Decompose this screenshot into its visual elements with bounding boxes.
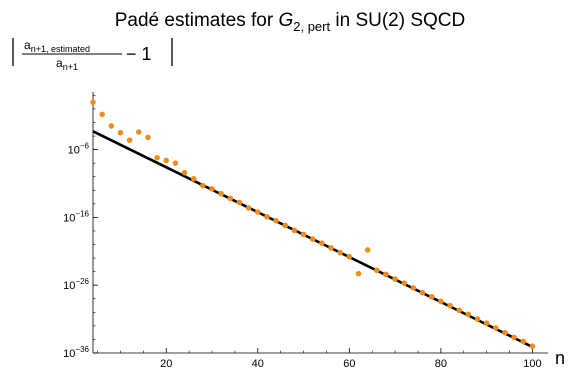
data-point xyxy=(209,186,215,192)
data-point xyxy=(218,190,224,197)
pade-estimate-points xyxy=(90,99,536,350)
x-minor-ticks xyxy=(97,350,510,353)
y-axis-label: an+1, estimated an+1 − 1 xyxy=(12,38,173,72)
data-point xyxy=(163,157,170,164)
data-point xyxy=(410,285,417,291)
x-tick-label: 60 xyxy=(343,358,355,370)
data-point xyxy=(428,293,435,300)
x-tick-label: 80 xyxy=(435,358,447,370)
chart-title: Padé estimates for G2, pert in SU(2) SQC… xyxy=(115,10,465,34)
data-point xyxy=(419,289,426,296)
data-point xyxy=(328,245,334,251)
data-point xyxy=(181,169,188,176)
data-point xyxy=(319,240,325,246)
data-point xyxy=(172,160,179,166)
data-point xyxy=(108,123,115,129)
data-point xyxy=(273,218,279,224)
title-suffix: in SU(2) SQCD xyxy=(330,10,465,31)
y-ticks: 10−6 10−16 10−26 10−36 xyxy=(63,142,98,360)
data-point xyxy=(447,302,453,309)
x-tick-label: 40 xyxy=(252,358,264,370)
data-point xyxy=(254,209,261,215)
y-tick-label: 10−16 xyxy=(63,209,89,224)
x-tick-label: 20 xyxy=(160,358,172,370)
data-point xyxy=(264,213,270,220)
data-point xyxy=(511,334,517,341)
title-symbol: G xyxy=(278,10,293,31)
data-point xyxy=(483,320,490,326)
data-point xyxy=(502,329,508,336)
data-point xyxy=(474,316,481,322)
data-point xyxy=(291,227,298,234)
data-point xyxy=(282,222,289,229)
data-point xyxy=(373,267,380,274)
data-point xyxy=(190,175,197,182)
ylabel-tail: − 1 xyxy=(126,44,152,64)
x-tick-label: 100 xyxy=(523,358,541,370)
x-axis-label: n xyxy=(555,348,565,368)
data-point xyxy=(438,298,444,305)
data-point xyxy=(465,311,472,318)
data-point xyxy=(117,129,124,136)
data-point xyxy=(456,307,462,314)
data-point xyxy=(126,137,133,143)
data-point xyxy=(383,271,389,278)
title-prefix: Padé estimates for xyxy=(115,10,279,31)
data-point xyxy=(337,249,343,256)
data-point xyxy=(200,182,206,189)
data-point xyxy=(300,231,307,238)
x-ticks: 20 40 60 80 100 xyxy=(160,348,542,370)
data-point xyxy=(401,280,408,286)
data-point xyxy=(135,129,142,135)
ylabel-numerator: an+1, estimated xyxy=(24,38,90,54)
title-subscript: 2, pert xyxy=(293,19,330,34)
data-point xyxy=(364,247,371,253)
y-minor-ticks xyxy=(93,95,96,340)
data-point xyxy=(309,236,316,242)
y-tick-label: 10−6 xyxy=(68,142,90,157)
data-point xyxy=(99,111,105,118)
data-point xyxy=(236,199,243,206)
data-point xyxy=(529,343,536,350)
data-point xyxy=(355,270,362,277)
data-point xyxy=(392,276,398,282)
data-point xyxy=(90,99,96,105)
data-point xyxy=(245,205,252,211)
data-point xyxy=(145,134,151,141)
data-point xyxy=(520,338,527,345)
data-point xyxy=(493,325,499,331)
data-point xyxy=(154,154,160,161)
data-point xyxy=(227,195,234,202)
data-point xyxy=(346,253,353,260)
ylabel-denominator: an+1 xyxy=(56,56,78,72)
y-tick-label: 10−26 xyxy=(63,277,89,292)
y-tick-label: 10−36 xyxy=(63,345,89,360)
